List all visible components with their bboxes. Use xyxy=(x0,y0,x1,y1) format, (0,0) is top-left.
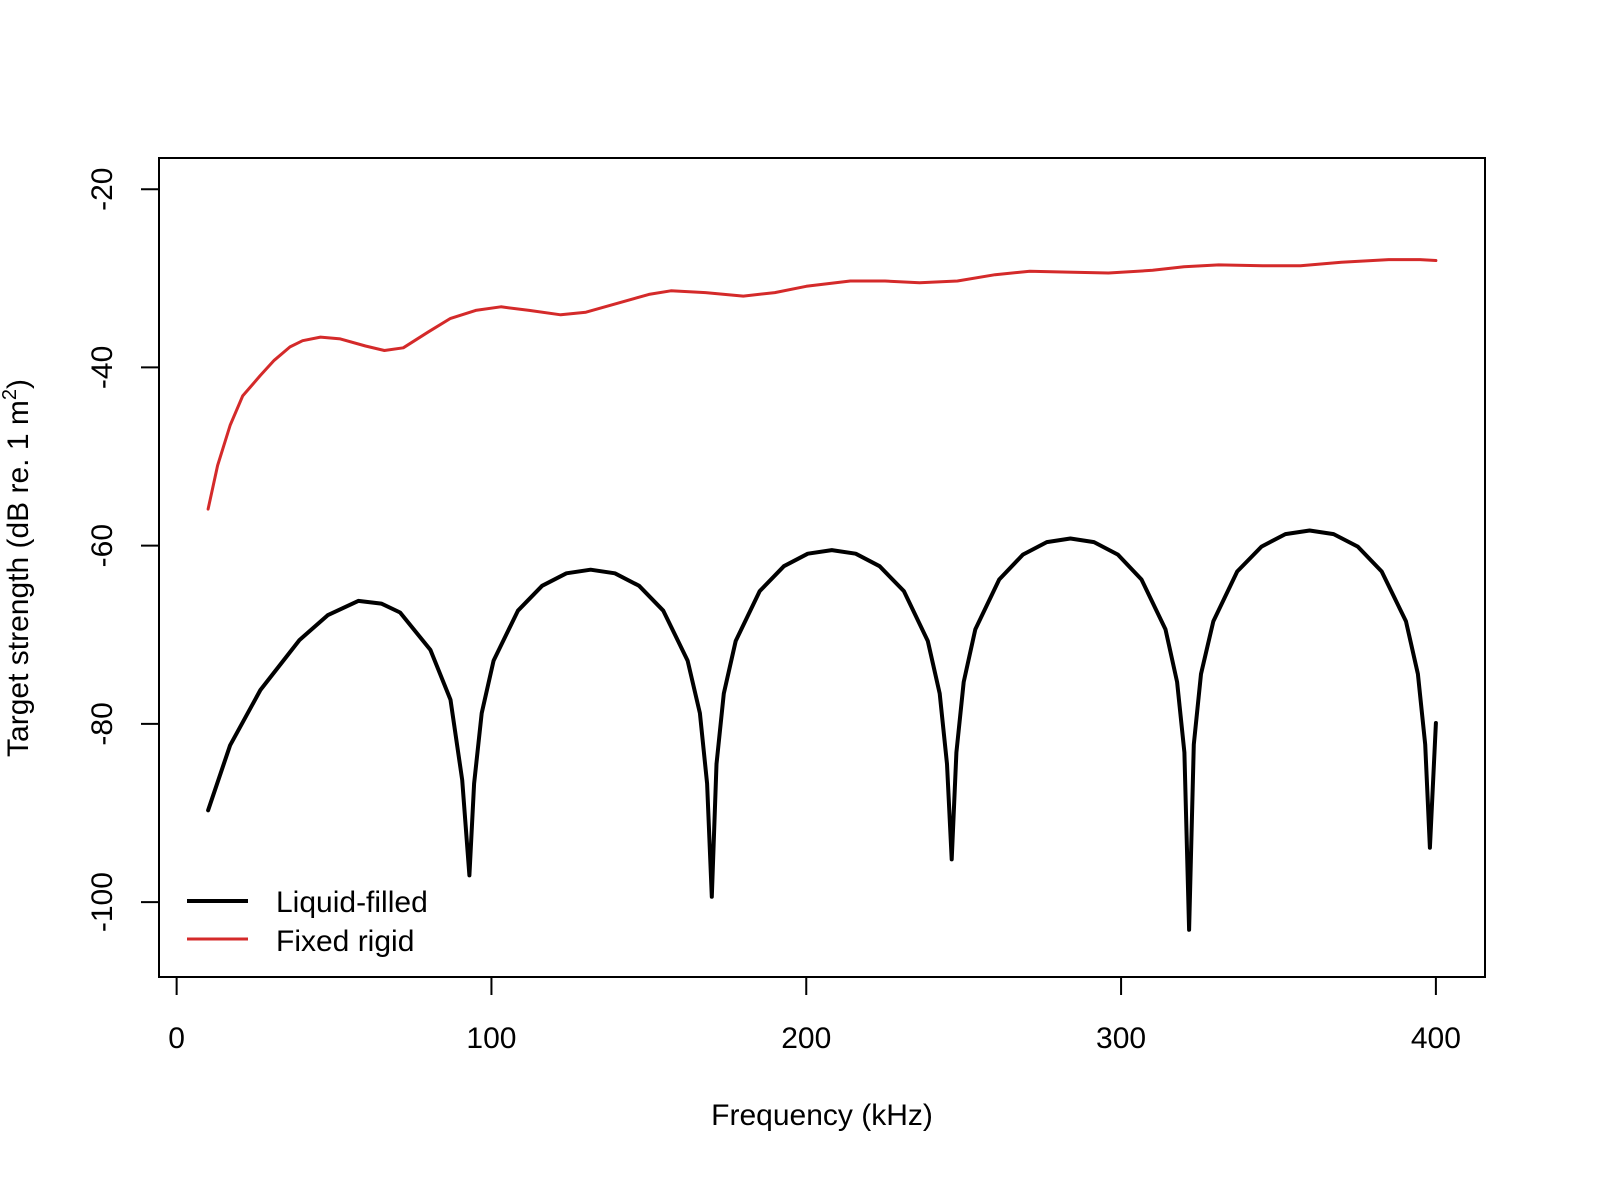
legend-label-liquid-filled: Liquid-filled xyxy=(276,886,428,919)
x-axis-title: Frequency (kHz) xyxy=(711,1099,933,1132)
x-tick-label: 400 xyxy=(1411,1022,1461,1055)
series-line-liquid-filled xyxy=(206,528,1438,932)
x-axis: 0 100 200 300 400 xyxy=(168,976,1461,1055)
y-axis-title: Target strength (dB re. 1 m2) xyxy=(0,379,35,757)
x-tick-label: 0 xyxy=(168,1022,185,1055)
series-layer xyxy=(206,258,1438,932)
series-line-fixed-rigid xyxy=(206,258,1438,511)
y-tick-label: -40 xyxy=(86,346,119,389)
y-tick-label: -80 xyxy=(86,702,119,745)
x-tick-label: 300 xyxy=(1096,1022,1146,1055)
y-axis: -20 -40 -60 -80 -100 xyxy=(86,168,160,932)
legend-label-fixed-rigid: Fixed rigid xyxy=(276,925,414,958)
x-tick-label: 100 xyxy=(466,1022,516,1055)
plot-box xyxy=(158,157,1486,978)
y-tick-label: -60 xyxy=(86,524,119,567)
y-tick-label: -100 xyxy=(86,872,119,932)
y-tick-label: -20 xyxy=(86,168,119,211)
legend: Liquid-filled Fixed rigid xyxy=(187,886,428,958)
x-tick-label: 200 xyxy=(781,1022,831,1055)
